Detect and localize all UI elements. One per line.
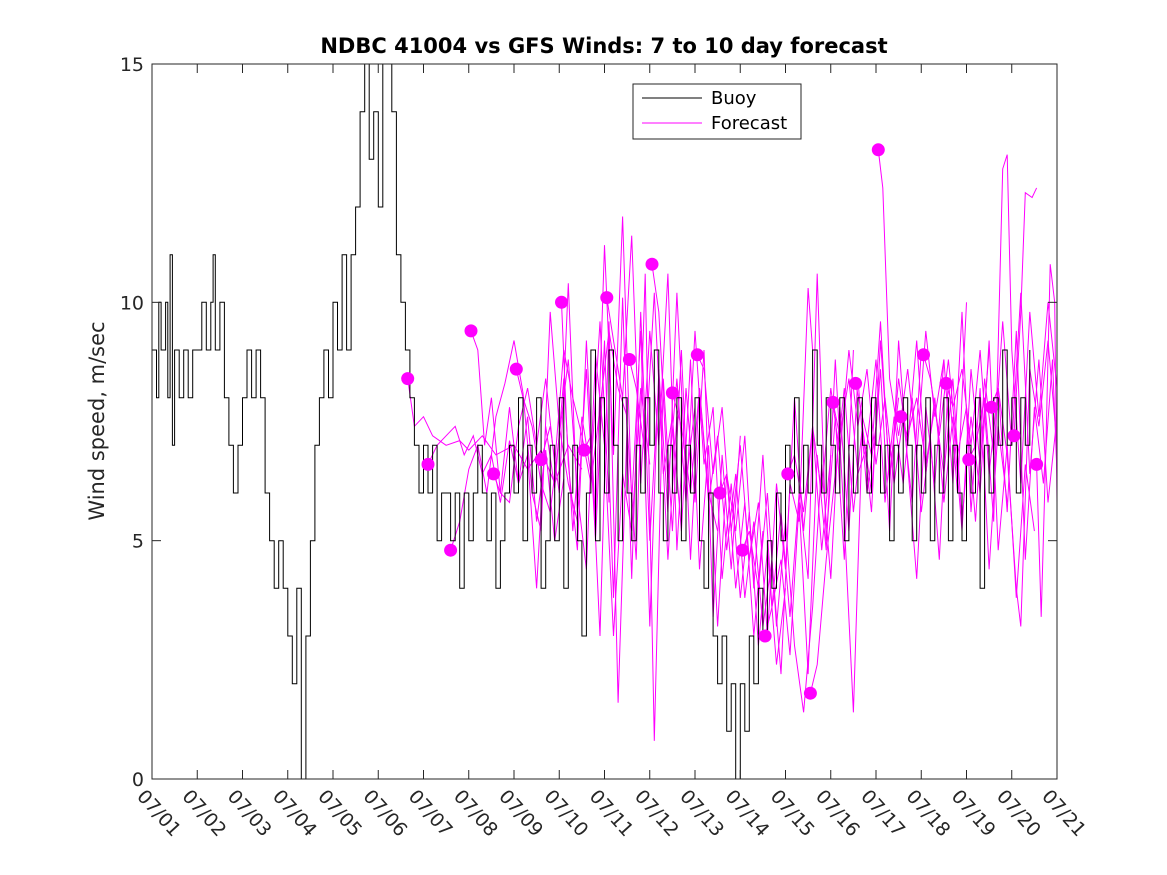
forecast-line-12: [671, 287, 814, 675]
x-tick-label: 07/09: [494, 786, 547, 841]
forecast-marker-0: [401, 372, 415, 386]
y-tick-label: 10: [120, 292, 144, 314]
forecast-marker-11: [645, 257, 659, 271]
x-tick-label: 07/14: [721, 786, 774, 841]
x-tick-label: 07/13: [675, 786, 728, 841]
x-tick-label: 07/07: [404, 786, 457, 841]
forecast-marker-14: [713, 486, 727, 500]
forecast-marker-7: [555, 295, 568, 309]
legend-box: [632, 83, 802, 140]
forecast-marker-4: [487, 467, 501, 481]
forecast-marker-27: [1007, 429, 1021, 443]
forecast-marker-24: [939, 376, 953, 390]
forecast-marker-6: [534, 453, 548, 467]
forecast-marker-17: [781, 467, 795, 481]
forecast-marker-3: [464, 324, 478, 338]
forecast-line-9: [606, 235, 741, 617]
x-tick-label: 07/18: [902, 786, 955, 841]
x-tick-label: 07/01: [132, 786, 185, 841]
forecast-line-14: [719, 273, 854, 617]
x-tick-label: 07/12: [630, 786, 683, 841]
forecast-line-28: [1036, 264, 1057, 617]
x-tick-label: 07/10: [540, 786, 593, 841]
y-axis-label: Wind speed, m/sec: [85, 321, 109, 520]
x-tick-label: 07/16: [811, 786, 864, 841]
forecast-marker-1: [421, 457, 435, 471]
forecast-marker-20: [849, 376, 863, 390]
forecast-marker-12: [665, 386, 679, 400]
forecast-marker-21: [871, 143, 885, 157]
forecast-line-3: [470, 321, 610, 589]
forecast-marker-13: [690, 348, 704, 362]
legend: Buoy Forecast: [632, 83, 802, 140]
chart-title: NDBC 41004 vs GFS Winds: 7 to 10 day for…: [320, 34, 887, 58]
buoy-line: [152, 64, 1031, 779]
y-tick-label: 0: [132, 769, 144, 791]
legend-buoy-label: Buoy: [711, 88, 757, 109]
forecast-marker-16: [758, 629, 772, 643]
x-tick-label: 07/02: [178, 786, 231, 841]
forecast-marker-9: [600, 291, 614, 305]
y-axis: 0 5 10 15: [120, 54, 1057, 791]
forecast-marker-22: [894, 410, 908, 424]
forecast-marker-8: [577, 443, 591, 457]
forecast-line-2: [450, 311, 578, 551]
y-tick-label: 15: [120, 54, 144, 76]
forecast-marker-15: [736, 543, 749, 557]
x-tick-label: 07/11: [585, 786, 638, 841]
forecast-markers: [401, 143, 1044, 700]
x-tick-label: 07/15: [766, 786, 819, 841]
forecast-marker-5: [509, 362, 523, 376]
x-tick-label: 07/08: [449, 786, 502, 841]
x-tick-label: 07/04: [268, 786, 321, 841]
buoy-series-line: [152, 64, 1031, 779]
x-tick-label: 07/05: [313, 786, 366, 841]
forecast-marker-2: [444, 543, 458, 557]
forecast-line-27: [1013, 187, 1038, 436]
forecast-line-24: [945, 330, 1057, 560]
forecast-marker-26: [984, 400, 998, 414]
forecast-marker-25: [962, 453, 976, 467]
forecast-line-26: [990, 340, 1057, 627]
x-tick-label: 07/06: [359, 786, 412, 841]
forecast-marker-23: [917, 348, 930, 362]
x-tick-label: 07/03: [223, 786, 276, 841]
x-tick-label: 07/20: [992, 786, 1045, 841]
forecast-line-25: [968, 154, 1057, 522]
forecast-marker-18: [803, 686, 817, 700]
forecast-marker-28: [1030, 457, 1044, 471]
y-tick-label: 5: [132, 531, 144, 553]
forecast-marker-19: [826, 395, 840, 409]
forecast-marker-10: [622, 353, 636, 366]
x-tick-label: 07/21: [1037, 786, 1090, 841]
x-tick-label: 07/19: [947, 786, 1000, 841]
x-tick-label: 07/17: [856, 786, 909, 841]
legend-forecast-label: Forecast: [711, 113, 787, 134]
